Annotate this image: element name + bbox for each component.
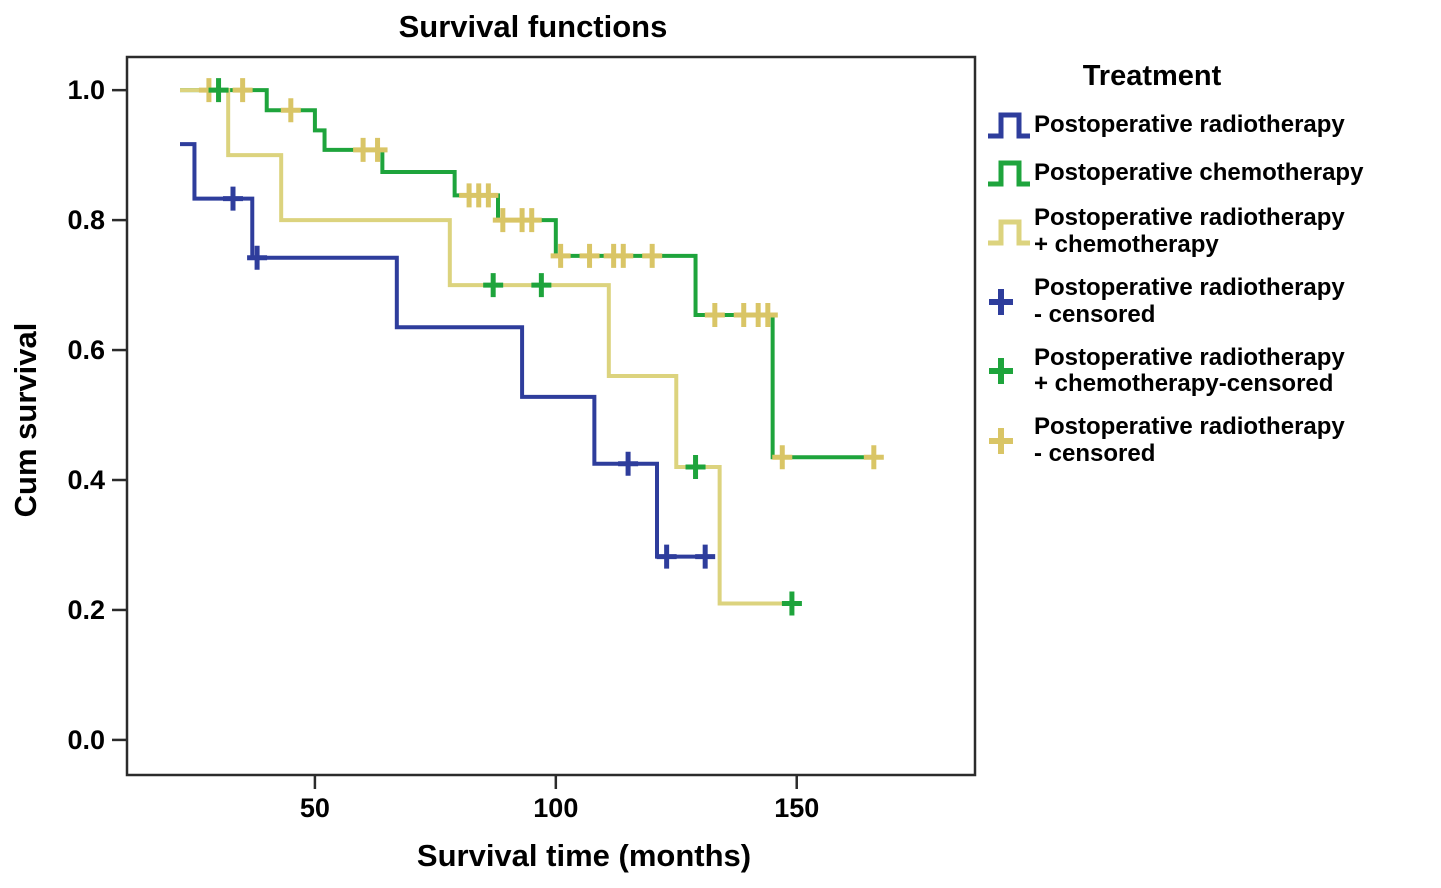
legend-item-label: Postoperative radiotherapy - censored bbox=[1034, 273, 1345, 328]
legend-item-label: Postoperative radiotherapy + chemotherap… bbox=[1034, 343, 1345, 398]
survival-curve-postop-chemotherapy bbox=[180, 88, 874, 460]
censored-plus-icon bbox=[986, 355, 1034, 387]
legend-item-label: Postoperative radiotherapy bbox=[1034, 110, 1345, 138]
step-line-icon bbox=[986, 109, 1034, 141]
y-tick-label: 0.6 bbox=[67, 335, 105, 365]
legend-item: Postoperative chemotherapy bbox=[986, 157, 1438, 189]
legend-item: Postoperative radiotherapy + chemotherap… bbox=[986, 204, 1438, 259]
chart-title: Survival functions bbox=[398, 9, 668, 44]
censored-plus-icon bbox=[986, 286, 1034, 318]
step-line-icon bbox=[986, 216, 1034, 248]
y-tick-label: 0.0 bbox=[67, 725, 105, 755]
legend-item: Postoperative radiotherapy bbox=[986, 109, 1438, 141]
legend-item-label: Postoperative chemotherapy bbox=[1034, 158, 1364, 186]
legend-title: Treatment bbox=[1082, 60, 1222, 92]
step-line-icon bbox=[986, 157, 1034, 189]
x-tick-label: 100 bbox=[533, 793, 578, 823]
y-tick-label: 0.8 bbox=[67, 205, 105, 235]
legend-item: Postoperative radiotherapy + chemotherap… bbox=[986, 343, 1438, 399]
legend-item: Postoperative radiotherapy - censored bbox=[986, 273, 1438, 329]
survival-curve-postop-radio-chemo bbox=[180, 88, 792, 606]
legend-item-label: Postoperative radiotherapy - censored bbox=[1034, 413, 1345, 468]
y-tick-label: 0.4 bbox=[67, 465, 105, 495]
legend-item-label: Postoperative radiotherapy + chemotherap… bbox=[1034, 204, 1345, 258]
plot-frame bbox=[125, 55, 977, 777]
x-axis-label: Survival time (months) bbox=[416, 838, 752, 873]
x-tick-label: 50 bbox=[300, 793, 330, 823]
legend: Treatment Postoperative radiotherapy Post… bbox=[986, 60, 1438, 468]
legend-items: Postoperative radiotherapy Postoperative … bbox=[986, 109, 1438, 468]
legend-item: Postoperative radiotherapy - censored bbox=[986, 413, 1438, 468]
y-tick-label: 1.0 bbox=[67, 75, 105, 105]
censor-marks-censored-blue bbox=[223, 186, 716, 569]
y-tick-label: 0.2 bbox=[67, 595, 105, 625]
censor-marks-censored-green bbox=[208, 78, 802, 616]
censored-plus-icon bbox=[986, 425, 1034, 457]
x-tick-label: 150 bbox=[774, 793, 819, 823]
survival-curve-postop-radiotherapy bbox=[180, 142, 710, 559]
